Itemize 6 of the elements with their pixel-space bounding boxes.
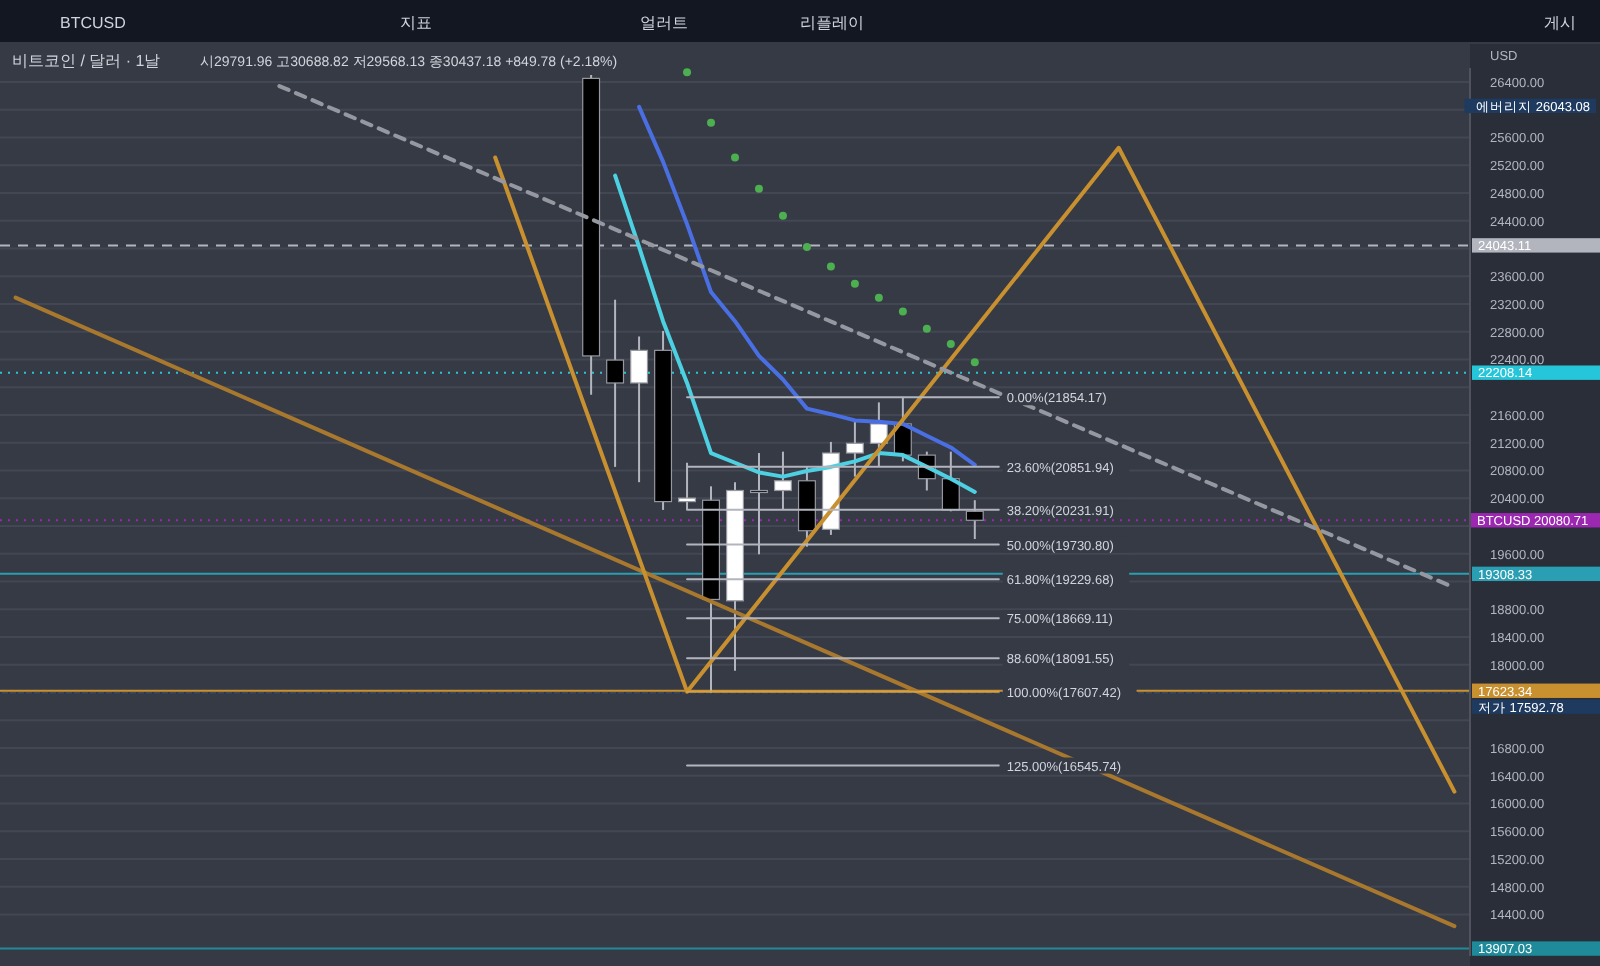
text: 리플레이: [800, 14, 864, 32]
text: BTCUSD: [60, 14, 127, 32]
text: 지표: [400, 14, 432, 32]
text: 게시: [1544, 14, 1576, 32]
text: 얼러트: [640, 14, 688, 32]
chart-title: 비트코인 / 달러 · 1날: [12, 52, 161, 70]
